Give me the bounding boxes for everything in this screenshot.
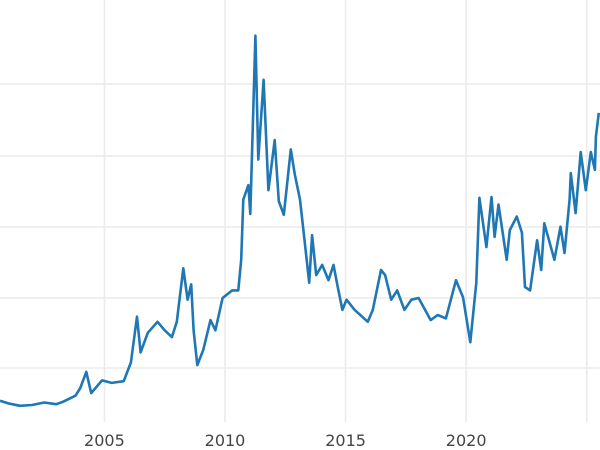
series [0, 34, 600, 408]
series-line [0, 34, 600, 408]
x-tick-label: 2015 [325, 431, 366, 450]
x-tick-label: 2020 [446, 431, 487, 450]
x-tick-label: 2005 [84, 431, 125, 450]
x-tick-label: 2010 [205, 431, 246, 450]
x-axis-ticks: 2005 2010 2015 2020 [84, 431, 486, 450]
gridlines [0, 0, 600, 422]
